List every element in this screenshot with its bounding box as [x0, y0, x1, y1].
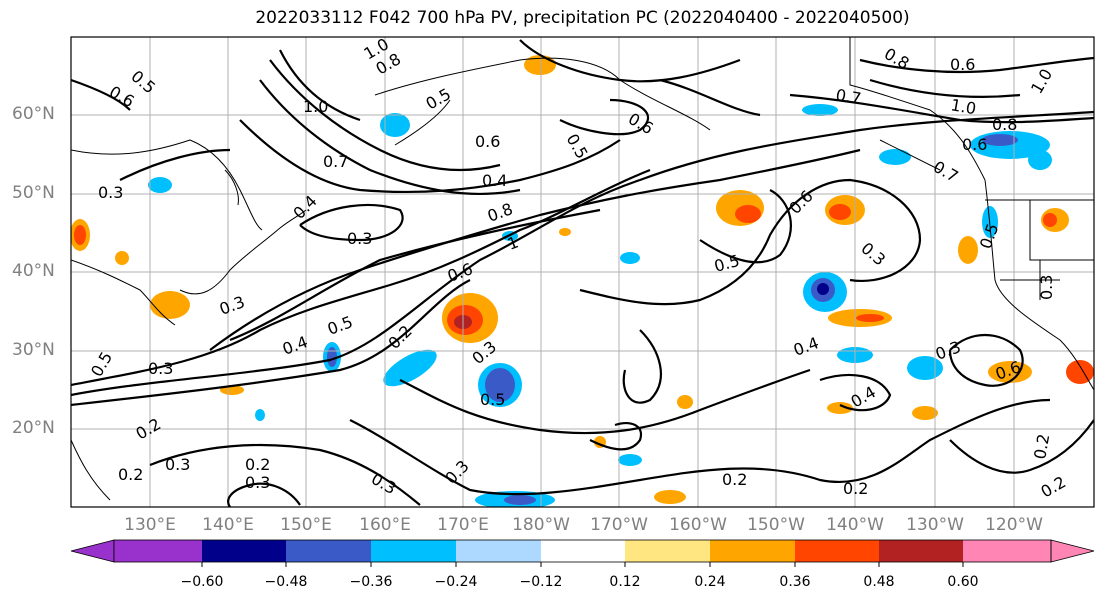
contour-label: 0.2 [843, 479, 868, 498]
contour-label: 0.3 [933, 337, 963, 364]
contour-label: 0.2 [722, 470, 747, 489]
colorbar [70, 539, 1095, 567]
contour-label: 0.2 [118, 465, 143, 484]
colorbar-tick-label: −0.60 [180, 574, 224, 590]
lat-label: 40°N [12, 261, 55, 281]
lon-label: 120°W [985, 515, 1043, 535]
contour-label: 0.2 [384, 321, 415, 352]
contour-label: 0.2 [133, 414, 165, 443]
colorbar-tick-label: −0.24 [434, 574, 478, 590]
colorbar-segment [371, 540, 456, 562]
graticule [71, 37, 1094, 507]
contour-label: 0.2 [245, 455, 270, 474]
colorbar-tick-label: −0.12 [519, 574, 563, 590]
lat-label: 60°N [12, 104, 55, 124]
contour-label: 0.3 [368, 469, 400, 498]
contour-label: 0.3 [245, 473, 270, 492]
map-title: 2022033112 F042 700 hPa PV, precipitatio… [255, 8, 910, 28]
contour-label: 0.5 [87, 348, 116, 380]
contour-label: 0.5 [976, 221, 1003, 251]
lon-label: 180°W [512, 515, 570, 535]
colorbar-segment [114, 540, 202, 562]
contour-label: 0.3 [1037, 275, 1056, 300]
lon-label: 170°W [590, 515, 648, 535]
contour-label: 0.3 [347, 229, 372, 248]
state-borders [985, 199, 1094, 300]
colorbar-tick-label: 0.60 [947, 574, 979, 590]
colorbar-low-extend [70, 539, 115, 563]
colorbar-segment [286, 540, 371, 562]
contour-label: 0.8 [992, 115, 1017, 134]
contour-label: 0.4 [482, 171, 507, 190]
colorbar-segment [541, 540, 625, 562]
contour-label: 0.4 [791, 333, 821, 360]
lat-label: 50°N [12, 183, 55, 203]
contour-label: 0.6 [950, 55, 975, 74]
precip-shading [71, 55, 1094, 507]
lon-label: 140°E [202, 515, 254, 535]
contour-label: 0.3 [857, 239, 889, 270]
contour-label: 0.7 [834, 85, 862, 108]
colorbar-segment [625, 540, 710, 562]
lon-label: 130°W [906, 515, 964, 535]
lon-label: 150°E [280, 515, 332, 535]
colorbar-segment [963, 540, 1051, 562]
contour-label: 0.2 [1030, 432, 1053, 460]
contour-label: 1.0 [1027, 65, 1056, 97]
contour-label: 0.5 [423, 84, 455, 113]
contour-labels: 0.5 0.6 1.0 0.8 0.5 1.0 0.7 0.6 0.4 0.3 … [87, 37, 1070, 501]
lon-label: 160°W [669, 515, 727, 535]
contour-label: 1.0 [303, 97, 328, 116]
lat-label: 30°N [12, 340, 55, 360]
colorbar-tick-label: 0.48 [863, 574, 895, 590]
contour-label: 0.3 [98, 183, 123, 202]
lat-label: 20°N [12, 418, 55, 438]
colorbar-frame [113, 539, 1052, 563]
colorbar-segment [710, 540, 795, 562]
contour-label: 0.8 [485, 199, 515, 226]
contour-label: 1 [505, 232, 521, 253]
lon-label: 130°E [124, 515, 176, 535]
contour-label: 0.5 [480, 390, 505, 409]
contour-label: 0.5 [325, 312, 355, 339]
colorbar-segment [795, 540, 879, 562]
plot-frame [70, 36, 1095, 508]
contour-label: 0.3 [217, 292, 247, 319]
pv-contours [71, 39, 1094, 507]
lon-label: 140°W [826, 515, 884, 535]
contour-label: 0.3 [441, 456, 472, 487]
contour-label: 0.2 [1038, 472, 1070, 501]
colorbar-high-extend [1050, 539, 1095, 563]
colorbar-tick-label: −0.48 [264, 574, 308, 590]
lon-label: 170°E [437, 515, 489, 535]
coastlines [71, 37, 1094, 501]
colorbar-segment [202, 540, 286, 562]
colorbar-segment [879, 540, 963, 562]
contour-label: 0.6 [962, 135, 987, 154]
contour-label: 0.3 [148, 359, 173, 378]
lon-label: 160°E [359, 515, 411, 535]
contour-label: 0.6 [106, 82, 138, 111]
colorbar-tick-label: 0.36 [779, 574, 811, 590]
colorbar-tick-label: 0.24 [694, 574, 726, 590]
contour-label: 1.0 [949, 95, 977, 118]
colorbar-segment [456, 540, 541, 562]
contour-label: 0.3 [165, 455, 190, 474]
colorbar-tick-label: 0.12 [609, 574, 641, 590]
contour-label: 0.6 [475, 132, 500, 151]
contour-label: 0.7 [323, 152, 348, 171]
colorbar-tick-label: −0.36 [349, 574, 393, 590]
lon-label: 150°W [747, 515, 805, 535]
